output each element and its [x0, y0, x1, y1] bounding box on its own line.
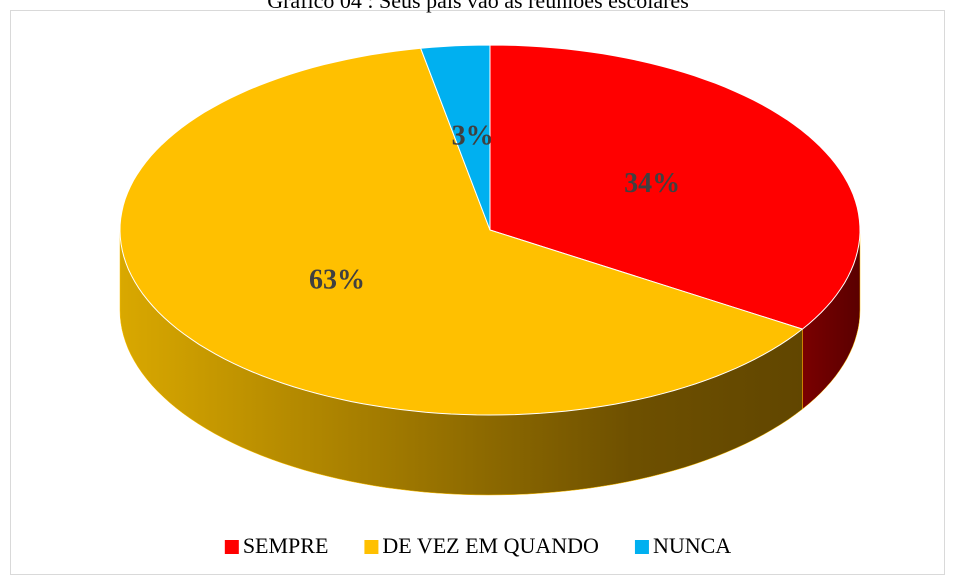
pie-slice: [489, 44, 861, 330]
legend-swatch: [364, 540, 379, 554]
data-label: 3%: [452, 120, 494, 151]
legend-label: SEMPRE: [243, 533, 329, 558]
legend-swatch: [224, 540, 239, 554]
data-label: 63%: [309, 264, 365, 295]
legend-label: DE VEZ EM QUANDO: [382, 533, 599, 558]
pie-slice: [119, 47, 804, 416]
legend-label: NUNCA: [653, 533, 731, 558]
chart-border: [10, 10, 945, 575]
chart-title: Gráfico 04 : Seus pais vão as reuniões e…: [267, 0, 689, 13]
data-label: 34%: [624, 168, 680, 199]
legend-swatch: [634, 540, 649, 554]
pie-slice: [419, 44, 491, 231]
